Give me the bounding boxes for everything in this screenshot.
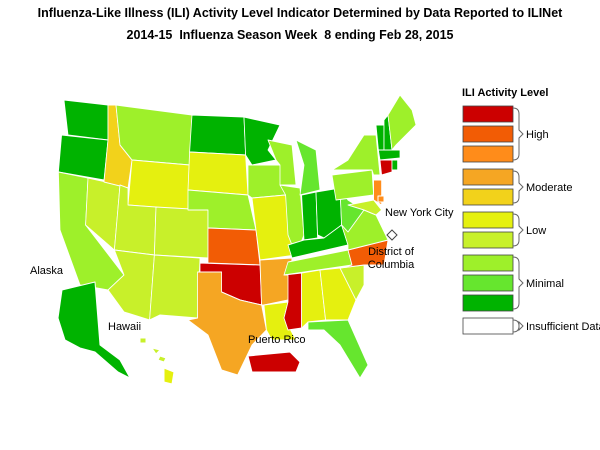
legend-swatch bbox=[462, 231, 514, 249]
legend-label: Moderate bbox=[526, 182, 572, 194]
legend-bracket bbox=[512, 107, 524, 161]
legend-bracket bbox=[512, 319, 524, 333]
legend-bracket bbox=[512, 170, 524, 204]
legend-swatch bbox=[462, 105, 514, 123]
dc-marker bbox=[386, 229, 398, 241]
legend-swatch bbox=[462, 294, 514, 312]
legend-bracket bbox=[512, 213, 524, 247]
hawaii-map bbox=[139, 337, 175, 385]
legend-swatch bbox=[462, 188, 514, 206]
legend-label: High bbox=[526, 129, 549, 141]
legend-swatch bbox=[462, 317, 514, 335]
map-label: Hawaii bbox=[108, 321, 141, 333]
nyc-marker bbox=[377, 195, 385, 203]
legend-title: ILI Activity Level bbox=[462, 87, 548, 99]
puerto-rico-map bbox=[247, 351, 301, 373]
legend-swatch bbox=[462, 145, 514, 163]
map-label: District of bbox=[368, 246, 415, 258]
map-label: Alaska bbox=[30, 265, 64, 277]
legend-swatch bbox=[462, 274, 514, 292]
map-label: Columbia bbox=[368, 259, 415, 271]
legend: High Moderate Low Minimal Insufficient Data bbox=[462, 105, 600, 335]
map-label: New York City bbox=[385, 207, 454, 219]
legend-label: Insufficient Data bbox=[526, 321, 600, 333]
us-map bbox=[58, 94, 417, 379]
legend-bracket bbox=[512, 256, 524, 310]
title: Influenza-Like Illness (ILI) Activity Le… bbox=[38, 6, 563, 20]
legend-label: Minimal bbox=[526, 278, 564, 290]
legend-swatch bbox=[462, 125, 514, 143]
legend-swatch bbox=[462, 254, 514, 272]
map-label: Puerto Rico bbox=[248, 334, 305, 346]
alaska-map bbox=[57, 281, 131, 379]
legend-label: Low bbox=[526, 225, 546, 237]
legend-swatch bbox=[462, 211, 514, 229]
legend-swatch bbox=[462, 168, 514, 186]
subtitle: 2014-15 Influenza Season Week 8 ending F… bbox=[127, 28, 454, 42]
